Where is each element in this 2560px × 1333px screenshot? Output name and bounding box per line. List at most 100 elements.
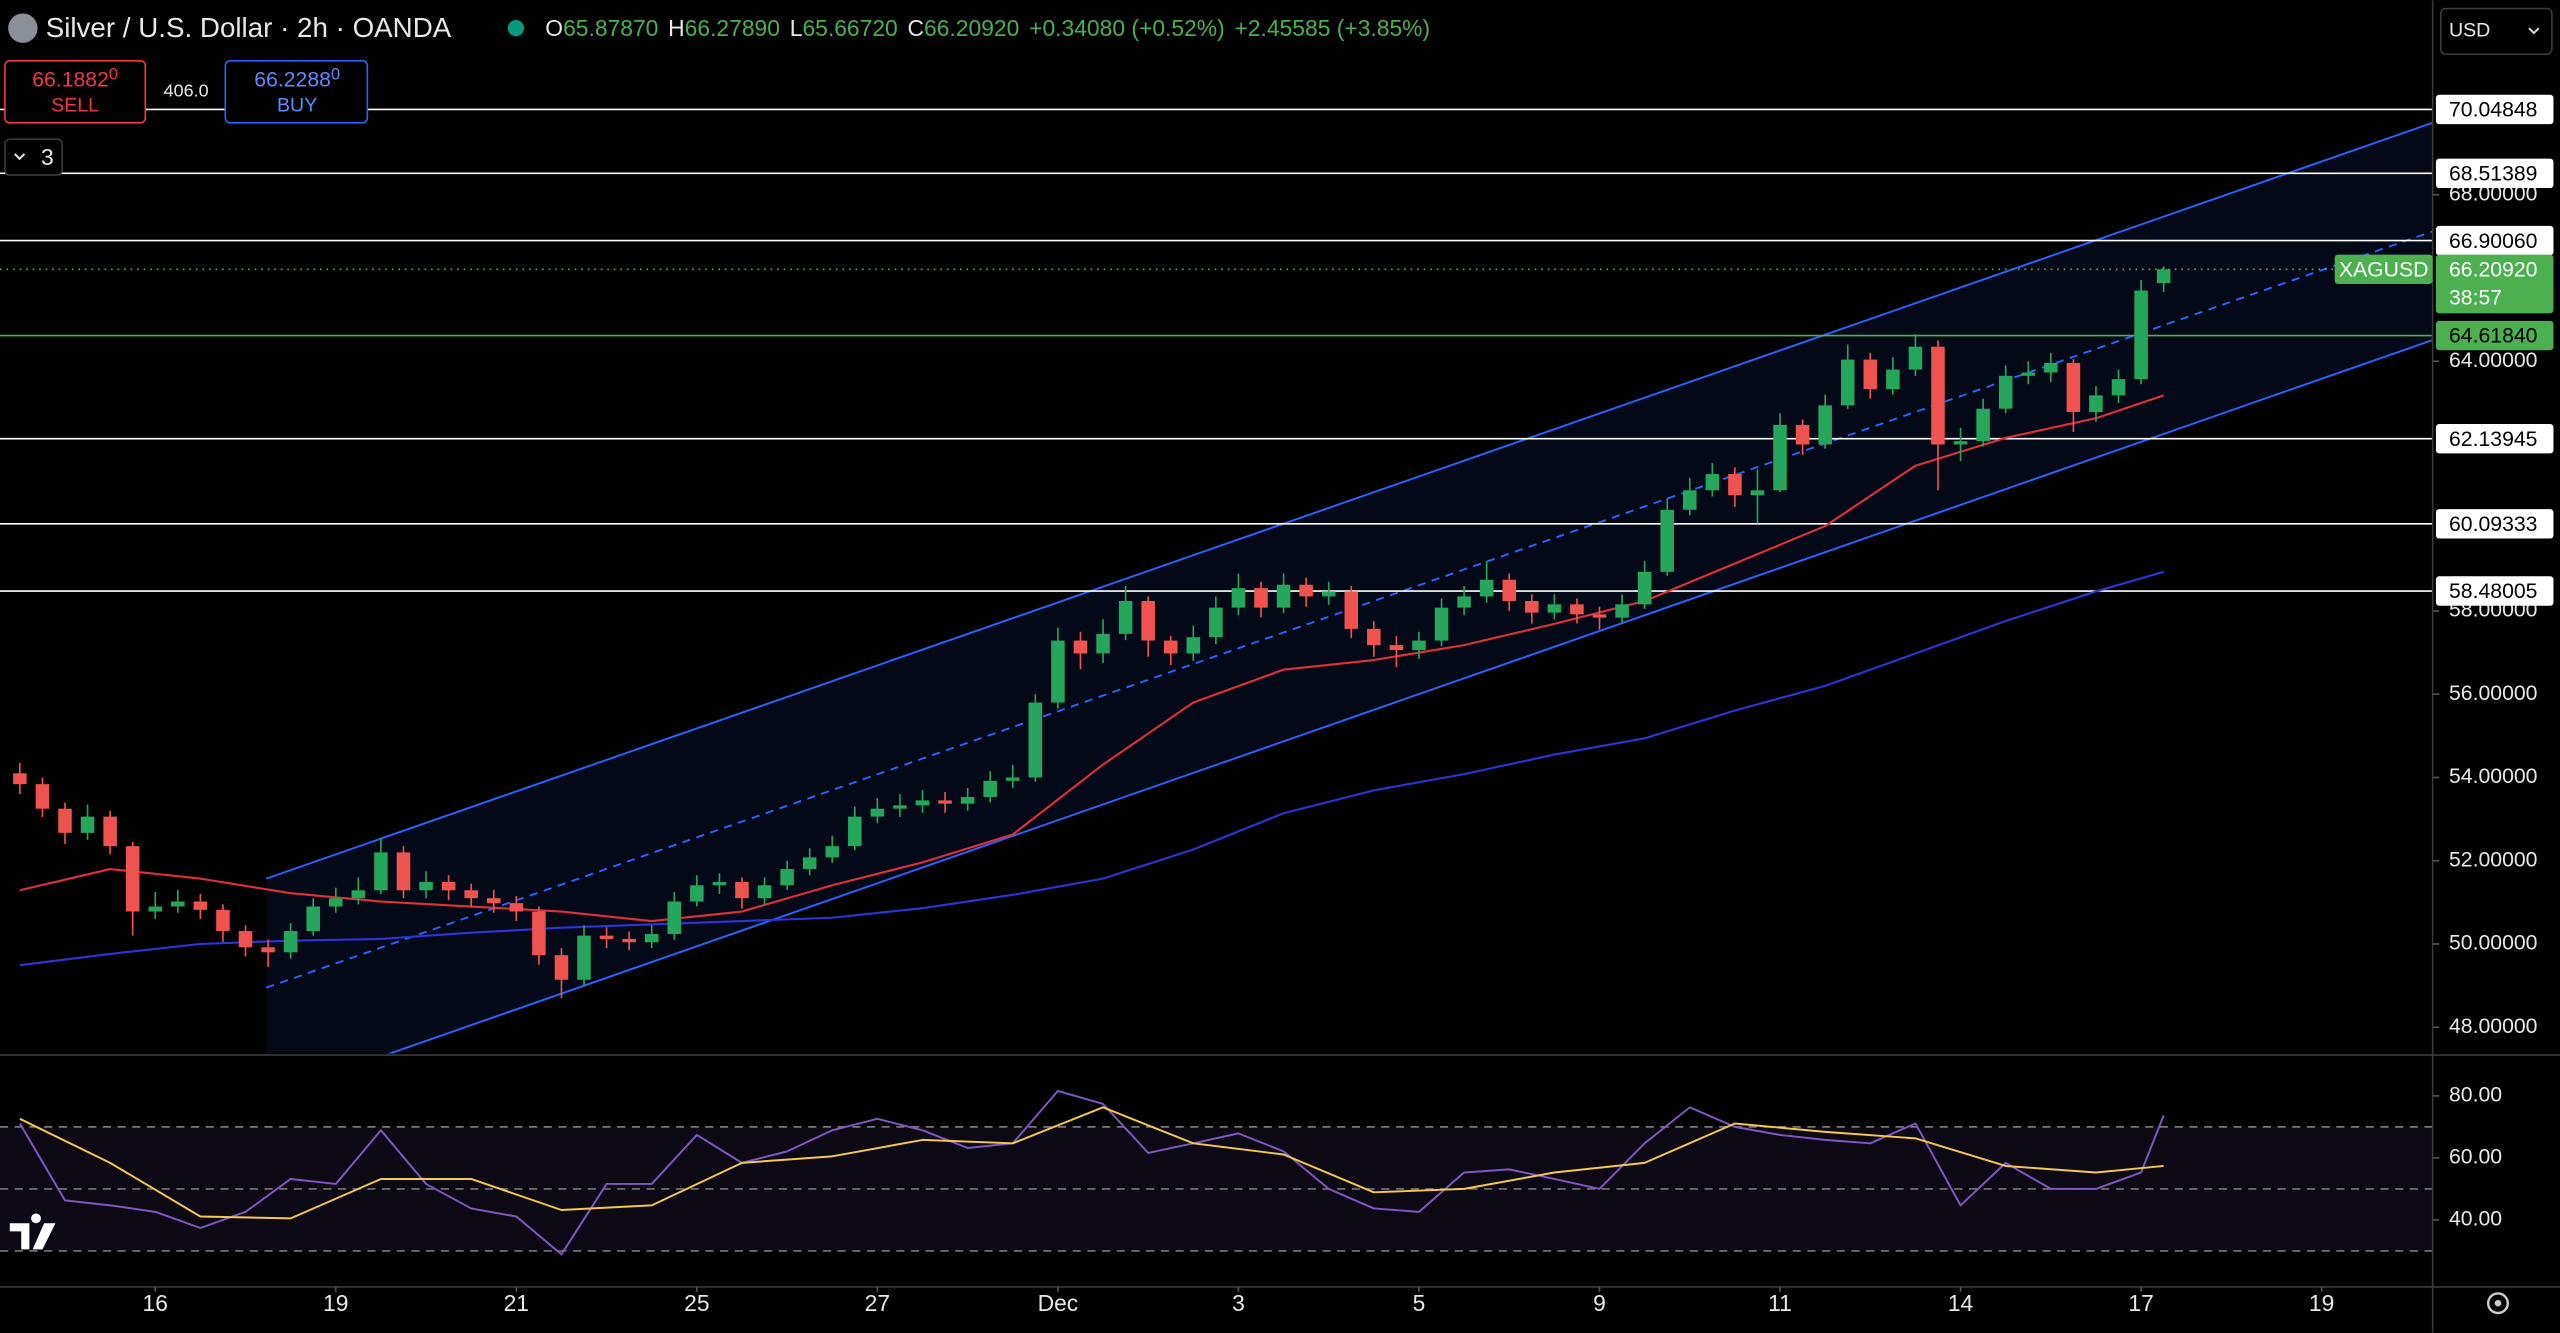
x-tick-label: 19: [2309, 1290, 2334, 1316]
candle-body: [1976, 408, 1990, 442]
candle-body: [1321, 591, 1336, 597]
buy-button[interactable]: [224, 59, 369, 124]
x-tick-label: 9: [1593, 1290, 1606, 1316]
settings-icon[interactable]: [2486, 1292, 2509, 1315]
candle-body: [1863, 359, 1878, 390]
candle-body: [1818, 405, 1832, 445]
candle-body: [2156, 269, 2171, 284]
sell-button[interactable]: [4, 59, 147, 124]
header: Silver / U.S. Dollar · 2h · OANDA O65.87…: [4, 7, 2553, 1315]
candle-body: [622, 938, 636, 943]
candle-body: [780, 869, 794, 886]
candle-body: [261, 947, 275, 953]
candle-body: [532, 911, 546, 956]
level-label-box: [2435, 320, 2554, 351]
level-label: 58.48005: [2449, 580, 2538, 603]
rsi-pane: [0, 1089, 2433, 1256]
candle-body: [2134, 290, 2148, 380]
candle-body: [1525, 600, 1539, 613]
level-label-box: [2435, 158, 2554, 189]
candle-body: [13, 773, 27, 785]
candle-body: [644, 933, 659, 943]
candle-body: [396, 852, 411, 891]
rsi-y-tick-label: 40.00: [2449, 1208, 2502, 1231]
candle-body: [1209, 607, 1223, 638]
candle-body: [1367, 628, 1381, 646]
candle-body: [1592, 614, 1607, 618]
candle-body: [915, 800, 930, 806]
candle-body: [1051, 640, 1065, 703]
candle-body: [1705, 474, 1720, 491]
moving-average: [19, 570, 2164, 967]
symbol-title[interactable]: Silver / U.S. Dollar · 2h · OANDA: [46, 12, 452, 43]
candle-body: [825, 846, 840, 858]
buy-pip: 0: [331, 66, 340, 84]
candle-body: [2111, 379, 2126, 396]
ohlc-value: 66.27890: [685, 15, 780, 41]
candle-body: [1412, 640, 1426, 651]
candle-body: [1908, 346, 1923, 370]
ohlc-key: C: [908, 15, 925, 41]
chevron-icon: [13, 153, 26, 161]
change-total: +2.45585 (+3.85%): [1235, 15, 1431, 41]
candle-body: [712, 881, 727, 886]
candle-body: [1096, 633, 1110, 654]
x-tick-label: 3: [1232, 1290, 1245, 1316]
level-label: 70.04848: [2449, 99, 2538, 122]
candle-body: [1660, 509, 1674, 572]
sell-pip: 0: [109, 66, 118, 84]
ohlc-key: H: [668, 15, 685, 41]
countdown: 38:57: [2449, 286, 2502, 309]
candle-body: [802, 857, 817, 870]
candle-body: [80, 816, 95, 833]
candle-body: [1276, 584, 1291, 608]
candle-body: [441, 881, 456, 891]
candle-body: [757, 885, 772, 899]
candle-body: [1840, 359, 1855, 406]
candle-body: [148, 906, 163, 912]
candle-body: [2089, 395, 2103, 413]
level-label-box: [2435, 94, 2554, 125]
candle-body: [171, 901, 185, 907]
candle-body: [193, 901, 208, 910]
x-tick-label: 19: [323, 1290, 348, 1316]
x-tick-label: 11: [1768, 1290, 1792, 1316]
candle-body: [1547, 604, 1562, 613]
candle-body: [1728, 474, 1742, 496]
candle-body: [486, 898, 501, 904]
ohlc-key: L: [790, 15, 803, 41]
channel-top: [265, 121, 2433, 880]
symbol-logo[interactable]: [8, 13, 38, 43]
candle-body: [960, 797, 975, 804]
currency-select[interactable]: [2440, 7, 2553, 56]
candle-body: [870, 808, 885, 817]
candle-body: [599, 935, 614, 939]
rsi-y-tick-label: 80.00: [2449, 1083, 2502, 1106]
candle-body: [1299, 584, 1313, 597]
y-tick-label: 54.00000: [2449, 765, 2538, 788]
candle-body: [419, 881, 433, 891]
candle-body: [1028, 702, 1043, 778]
candle-body: [464, 890, 478, 899]
candle-body: [667, 901, 682, 934]
y-tick-label: 50.00000: [2449, 932, 2538, 955]
spread: 406.0: [164, 81, 209, 101]
candle-body: [1998, 375, 2013, 409]
y-tick-label: 48.00000: [2449, 1015, 2538, 1038]
candle-body: [1186, 637, 1201, 654]
candle-body: [1795, 424, 1810, 445]
price-pane: [0, 108, 2433, 1054]
level-label: 62.13945: [2449, 428, 2538, 451]
candle-body: [2044, 362, 2058, 373]
ohlc-key: O: [545, 15, 563, 41]
indicators-toggle[interactable]: [4, 138, 63, 176]
channel-fill: [266, 122, 2433, 1054]
y-tick-label: 52.00000: [2449, 848, 2538, 871]
level-label-box: [2435, 576, 2554, 606]
candle-body: [216, 909, 230, 932]
candle-body: [2021, 372, 2036, 376]
level-label-box: [2435, 423, 2554, 454]
change: +0.34080 (+0.52%): [1029, 15, 1225, 41]
candle-body: [1006, 777, 1020, 781]
